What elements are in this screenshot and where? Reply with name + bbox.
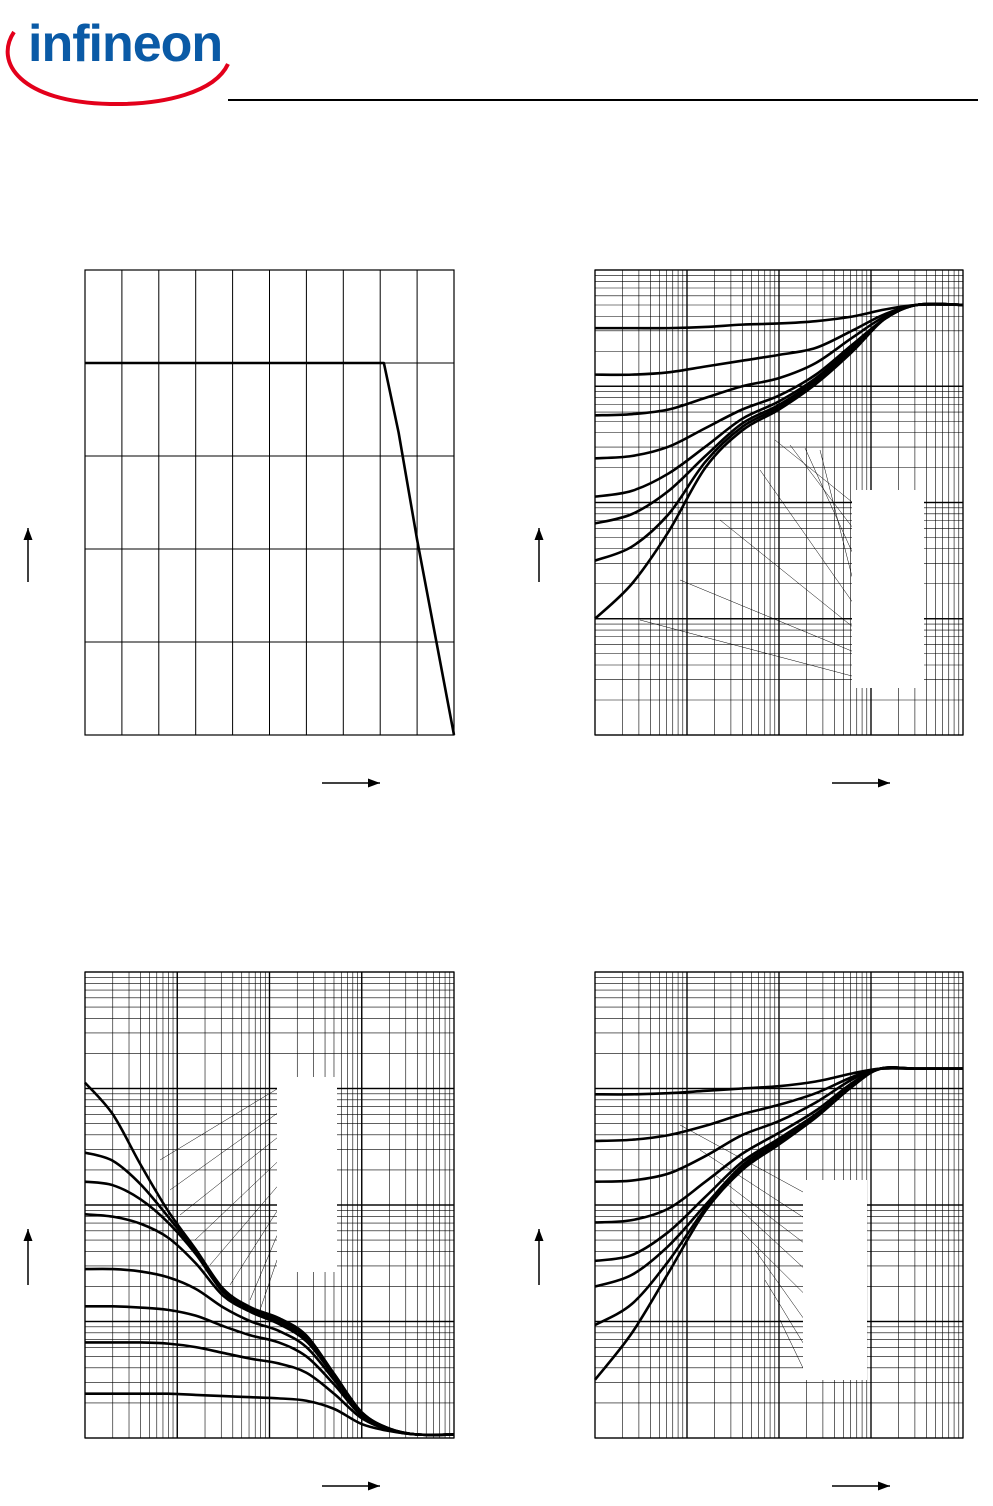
legend-leader bbox=[209, 1186, 278, 1266]
legend-leader bbox=[789, 444, 853, 528]
legend-leader bbox=[719, 519, 853, 627]
plot-frame bbox=[84, 269, 455, 736]
legend-leader bbox=[714, 1174, 804, 1243]
legend-leader bbox=[754, 1249, 804, 1318]
x-axis-arrow bbox=[832, 1481, 890, 1491]
plot-frame bbox=[84, 971, 455, 1439]
y-axis-arrow-head bbox=[534, 528, 544, 540]
legend-leader bbox=[639, 619, 853, 677]
header-rule bbox=[228, 99, 978, 101]
legend-leader bbox=[179, 1137, 278, 1216]
legend-leader bbox=[679, 579, 853, 652]
legend-leader bbox=[229, 1211, 278, 1286]
x-axis-arrow-head bbox=[368, 1481, 380, 1491]
y-axis-arrow bbox=[23, 1229, 33, 1285]
chart-2 bbox=[594, 269, 964, 736]
x-axis-arrow-head bbox=[878, 778, 890, 788]
legend-leader bbox=[699, 1149, 804, 1218]
x-axis-arrow-head bbox=[878, 1481, 890, 1491]
infineon-logo: infineon bbox=[0, 2, 230, 107]
x-axis-arrow bbox=[832, 778, 890, 788]
series-line-7 bbox=[84, 1341, 455, 1437]
chart-3 bbox=[84, 971, 455, 1439]
legend-leader bbox=[739, 1229, 804, 1293]
y-axis-arrow bbox=[534, 528, 544, 582]
legend-leader bbox=[159, 1088, 278, 1161]
legend-leader bbox=[764, 1279, 804, 1343]
y-axis-arrow-head bbox=[23, 528, 33, 540]
plot-frame bbox=[594, 971, 964, 1439]
x-axis-arrow-head bbox=[368, 778, 380, 788]
legend-leader bbox=[819, 449, 853, 577]
logo-swoosh-icon bbox=[5, 30, 230, 107]
legend-leader bbox=[779, 1319, 804, 1369]
series-line-7 bbox=[594, 302, 964, 377]
plot-frame bbox=[594, 269, 964, 736]
legend-leader bbox=[759, 469, 853, 602]
chart-1 bbox=[84, 269, 456, 736]
x-axis-arrow bbox=[322, 778, 380, 788]
series-line-8 bbox=[594, 303, 964, 330]
legend-leader bbox=[729, 1199, 804, 1268]
y-axis-arrow bbox=[534, 1229, 544, 1285]
legend-leader bbox=[194, 1162, 278, 1241]
x-axis-arrow bbox=[322, 1481, 380, 1491]
legend-box bbox=[277, 1077, 337, 1272]
series-line-8 bbox=[594, 1067, 963, 1096]
y-axis-arrow-head bbox=[23, 1229, 33, 1241]
legend-box bbox=[803, 1180, 867, 1380]
series-line-8 bbox=[84, 1392, 455, 1437]
legend-leader bbox=[679, 1124, 804, 1193]
legend-leader bbox=[169, 1113, 278, 1191]
brand-wordmark: infineon bbox=[28, 15, 223, 73]
chart-4 bbox=[593, 971, 964, 1439]
series-line-1 bbox=[85, 361, 456, 736]
legend-leader bbox=[804, 447, 853, 552]
legend-leader bbox=[259, 1259, 278, 1311]
legend-leader bbox=[249, 1235, 278, 1301]
legend-leader bbox=[774, 439, 853, 503]
y-axis-arrow bbox=[23, 528, 33, 582]
y-axis-arrow-head bbox=[534, 1229, 544, 1241]
legend-box bbox=[852, 490, 924, 688]
